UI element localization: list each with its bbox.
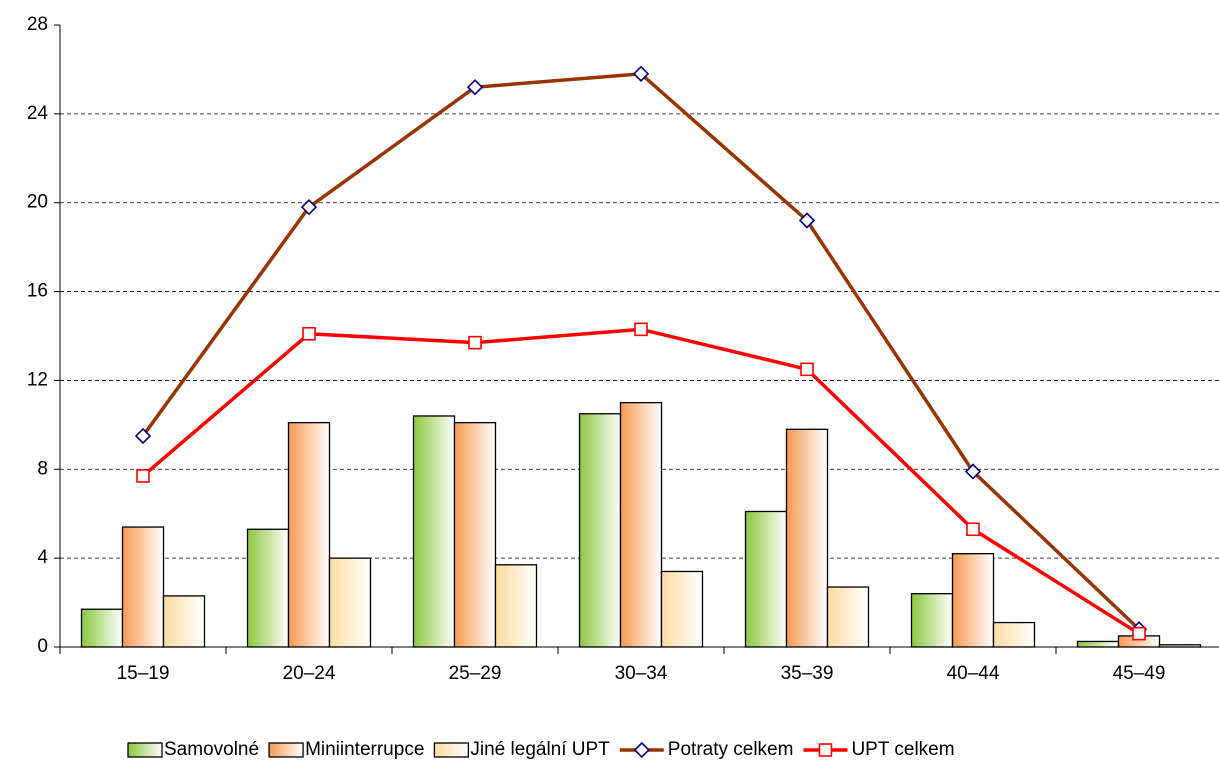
bar <box>1076 640 1120 648</box>
bar <box>910 593 954 648</box>
bar <box>287 421 331 648</box>
point <box>468 335 482 350</box>
x-tick-label: 15–19 <box>117 663 170 684</box>
legend-swatch <box>268 742 304 758</box>
y-tick-label: 16 <box>27 281 48 302</box>
point <box>302 326 316 341</box>
legend-marker <box>818 743 833 757</box>
y-tick-label: 20 <box>27 192 48 213</box>
legend-swatch <box>127 742 163 758</box>
bar <box>328 557 372 648</box>
bar <box>494 564 538 648</box>
x-tick-label: 30–34 <box>615 663 668 684</box>
y-tick-label: 12 <box>27 369 48 390</box>
y-tick-label: 28 <box>27 14 48 35</box>
bar <box>412 415 456 648</box>
point <box>800 362 814 377</box>
bar <box>619 401 663 648</box>
y-tick-label: 8 <box>37 458 48 479</box>
point <box>136 469 150 483</box>
x-tick-label: 35–39 <box>781 663 834 684</box>
y-tick-label: 4 <box>37 547 48 568</box>
legend-label: Miniinterrupce <box>305 739 424 760</box>
legend-marker <box>633 741 650 759</box>
bar <box>951 553 995 648</box>
point <box>466 79 484 96</box>
bar <box>80 608 124 648</box>
bar <box>992 621 1036 648</box>
point <box>300 199 318 216</box>
legend-label: Samovolné <box>164 739 259 760</box>
x-tick-label: 40–44 <box>947 663 1000 684</box>
bar <box>121 526 165 648</box>
legend-label: Jiné legální UPT <box>470 739 610 760</box>
bar <box>785 428 829 648</box>
point <box>134 427 152 445</box>
bar <box>162 595 206 648</box>
legend-label: Potraty celkem <box>668 739 794 760</box>
x-tick-label: 25–29 <box>449 663 502 684</box>
legend-swatch <box>433 742 470 758</box>
point <box>1132 626 1146 641</box>
x-tick-label: 45–49 <box>1113 663 1166 684</box>
point <box>634 322 648 337</box>
x-tick-label: 20–24 <box>283 663 336 684</box>
bar <box>826 586 870 648</box>
y-tick-label: 0 <box>37 636 48 657</box>
point <box>964 463 982 480</box>
bar <box>578 413 622 648</box>
y-tick-label: 24 <box>27 103 49 124</box>
point <box>632 65 650 83</box>
bar <box>246 528 290 648</box>
bar <box>744 510 788 648</box>
bar <box>453 421 497 648</box>
bar <box>660 570 704 648</box>
point <box>798 212 816 229</box>
legend-label: UPT celkem <box>851 739 954 760</box>
point <box>966 522 980 537</box>
